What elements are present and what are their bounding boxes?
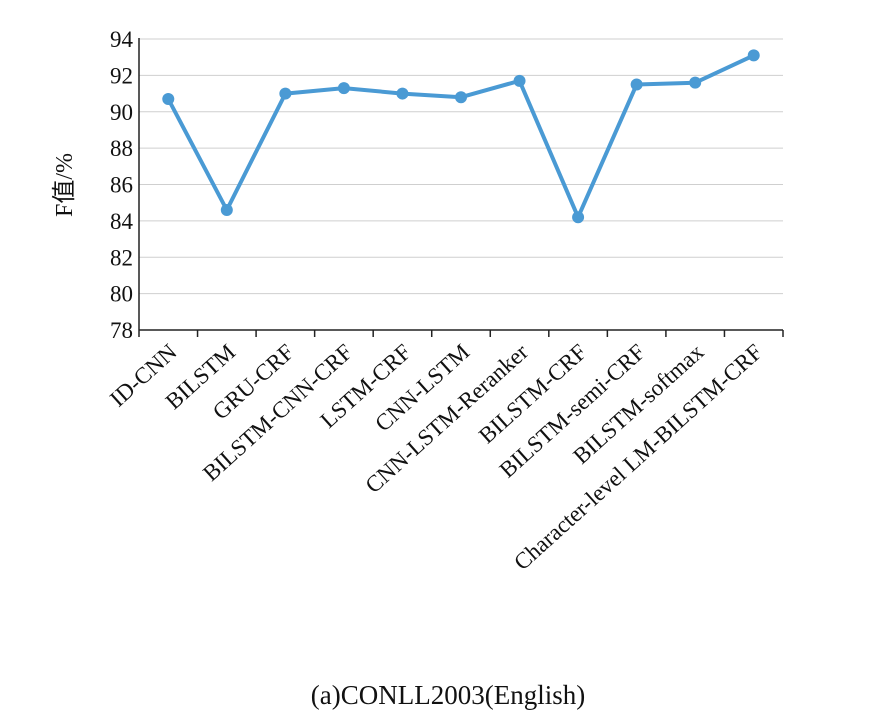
- data-point: [689, 76, 702, 89]
- y-axis-title: F值/%: [51, 153, 78, 217]
- chart-caption: (a)CONLL2003(English): [311, 680, 585, 710]
- y-tick-label: 94: [110, 27, 134, 52]
- data-point: [279, 87, 292, 100]
- series-line: [166, 53, 755, 220]
- y-tick-label: 80: [110, 282, 133, 307]
- y-tick-label: 86: [110, 173, 133, 198]
- data-point: [513, 74, 526, 87]
- y-tick-label: 88: [110, 136, 133, 161]
- axes: [138, 38, 784, 337]
- data-point: [220, 203, 233, 216]
- data-point: [162, 93, 175, 106]
- y-tick-label: 90: [110, 100, 133, 125]
- series-line: [162, 49, 760, 224]
- y-tick-label: 78: [110, 318, 133, 343]
- y-tick-label: 82: [110, 245, 133, 270]
- data-point: [747, 49, 760, 62]
- y-tick-labels: 78 80 82 84 86 88 90 92 94: [110, 27, 134, 343]
- data-point: [455, 91, 467, 104]
- grid-lines: [139, 38, 783, 295]
- data-point: [337, 82, 350, 95]
- y-tick-label: 92: [110, 63, 133, 88]
- data-point: [396, 87, 409, 100]
- x-category-labels: ID-CNNBILSTMGRU-CRFBILSTM-CNN-CRFLSTM-CR…: [105, 339, 767, 575]
- y-tick-label: 84: [110, 209, 134, 234]
- data-point: [630, 78, 643, 91]
- data-point: [572, 211, 585, 224]
